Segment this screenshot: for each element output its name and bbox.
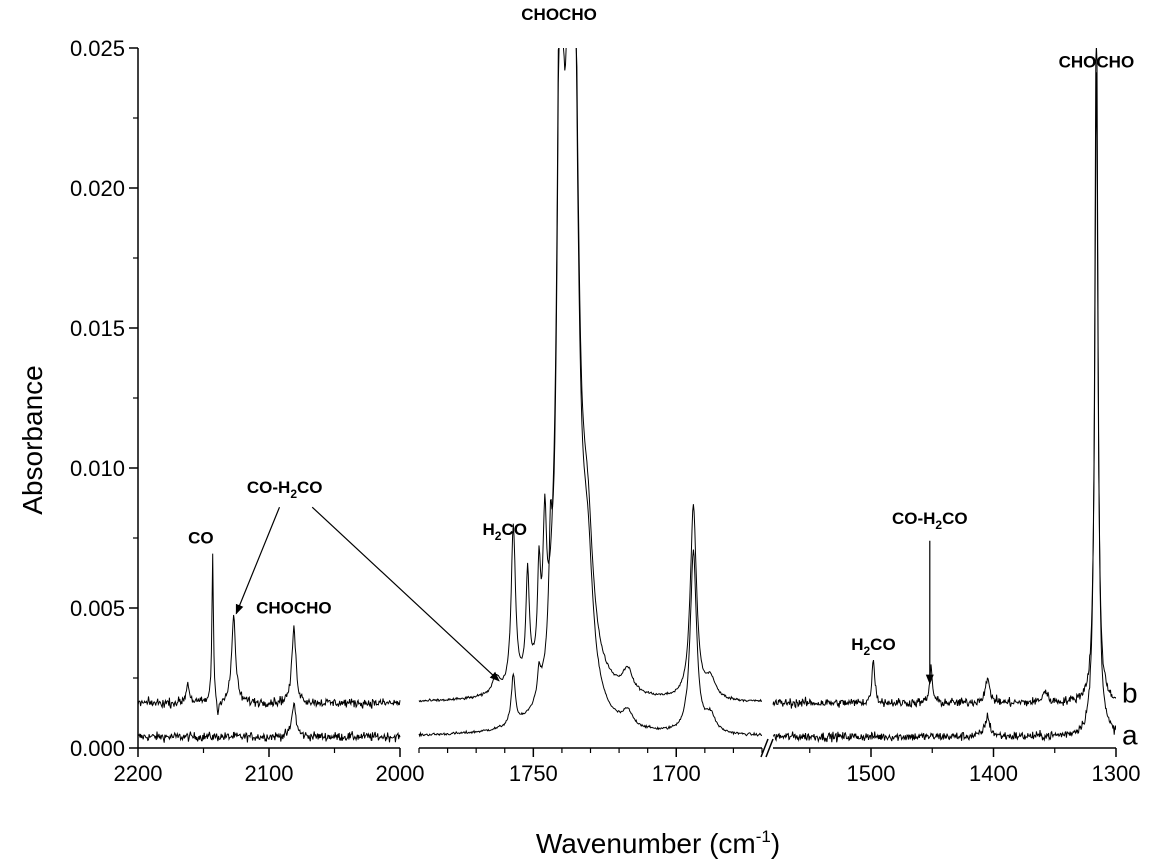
x-tick-label: 1500 — [847, 761, 896, 786]
axes-group: 0.000 0.005 0.010 0.015 0.020 0.025 2200 2100 20… — [70, 36, 1141, 786]
series-b-line-seg1 — [418, 48, 762, 703]
x-axis-title: Wavenumber (cm-1) — [536, 827, 780, 859]
x-axis-title-main: Wavenumber (cm — [536, 828, 756, 859]
series-b-line-seg0 — [138, 553, 401, 715]
y-tick-label: 0.000 — [70, 736, 125, 761]
series-a-line-seg2 — [772, 48, 1116, 744]
axis-break-mark — [760, 738, 769, 758]
series-a-line-seg0 — [138, 702, 401, 743]
series-group — [138, 48, 1116, 744]
y-tick-label: 0.010 — [70, 456, 125, 481]
x-axis-title-sup: -1 — [756, 827, 771, 846]
series-a-line-seg1 — [418, 48, 763, 738]
annotation-arrow — [235, 506, 281, 615]
y-tick-label: 0.005 — [70, 596, 125, 621]
peak-annotation: CO-H2CO — [892, 509, 968, 532]
peak-annotation: CHOCHO — [1059, 53, 1135, 72]
axis-break-mark — [765, 738, 774, 758]
y-tick-label: 0.015 — [70, 316, 125, 341]
peak-annotation: CHOCHO — [521, 5, 597, 24]
x-tick-label: 2100 — [245, 761, 294, 786]
annotation-arrow — [311, 506, 500, 682]
x-tick-label: 2000 — [376, 761, 425, 786]
trace-label-a: a — [1122, 719, 1138, 750]
peak-annotation: H2CO — [851, 635, 895, 658]
peak-annotation: H2CO — [483, 520, 527, 543]
x-tick-label: 1300 — [1092, 761, 1141, 786]
plot-area — [138, 48, 1116, 744]
peak-annotation: CHOCHO — [256, 599, 332, 618]
peak-annotation: CO — [188, 529, 214, 548]
x-axis-title-end: ) — [771, 828, 780, 859]
x-tick-label: 1750 — [509, 761, 558, 786]
x-tick-label: 1400 — [969, 761, 1018, 786]
labels-group: CHOCHO CHOCHO CO CO-H2CO CHOCHO H2CO H2CO CO-H2… — [188, 5, 1138, 750]
x-tick-label: 1700 — [652, 761, 701, 786]
series-b-line-seg2 — [772, 72, 1116, 709]
trace-label-b: b — [1122, 677, 1138, 708]
arrows-group — [235, 506, 934, 685]
y-axis-title: Absorbance — [17, 365, 48, 514]
y-tick-label: 0.025 — [70, 36, 125, 61]
peak-annotation: CO-H2CO — [247, 478, 323, 501]
y-tick-label: 0.020 — [70, 176, 125, 201]
x-tick-label: 2200 — [114, 761, 163, 786]
